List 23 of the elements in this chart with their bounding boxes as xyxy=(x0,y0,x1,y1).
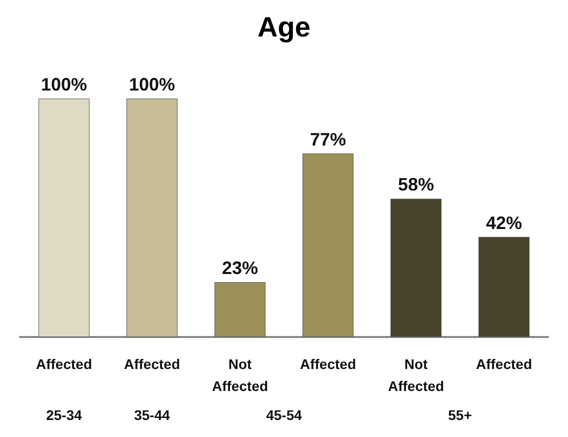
x-tick-label: Not Affected xyxy=(388,356,444,394)
bar xyxy=(390,198,442,337)
x-tick-label: Affected xyxy=(124,356,180,372)
bar xyxy=(126,98,178,337)
bar xyxy=(214,282,266,337)
data-label: 77% xyxy=(310,129,346,150)
x-tick-label: Affected xyxy=(36,356,92,372)
text: 55+ xyxy=(448,407,472,423)
x-tick-label: Not Affected xyxy=(212,356,268,394)
bar xyxy=(302,153,354,337)
text: 25-34 xyxy=(46,407,82,423)
text: 45-54 xyxy=(266,407,302,423)
data-label: 42% xyxy=(486,212,522,233)
x-tick-label: Affected xyxy=(300,356,356,372)
bar xyxy=(38,98,90,337)
text: 35-44 xyxy=(134,407,170,423)
data-label: 100% xyxy=(128,74,176,95)
data-label: 100% xyxy=(40,74,88,95)
data-label: 58% xyxy=(398,174,434,195)
bar xyxy=(478,236,530,337)
chart-title: Age xyxy=(258,12,310,42)
data-label: 23% xyxy=(222,258,258,278)
x-tick-label: Affected xyxy=(476,356,532,372)
